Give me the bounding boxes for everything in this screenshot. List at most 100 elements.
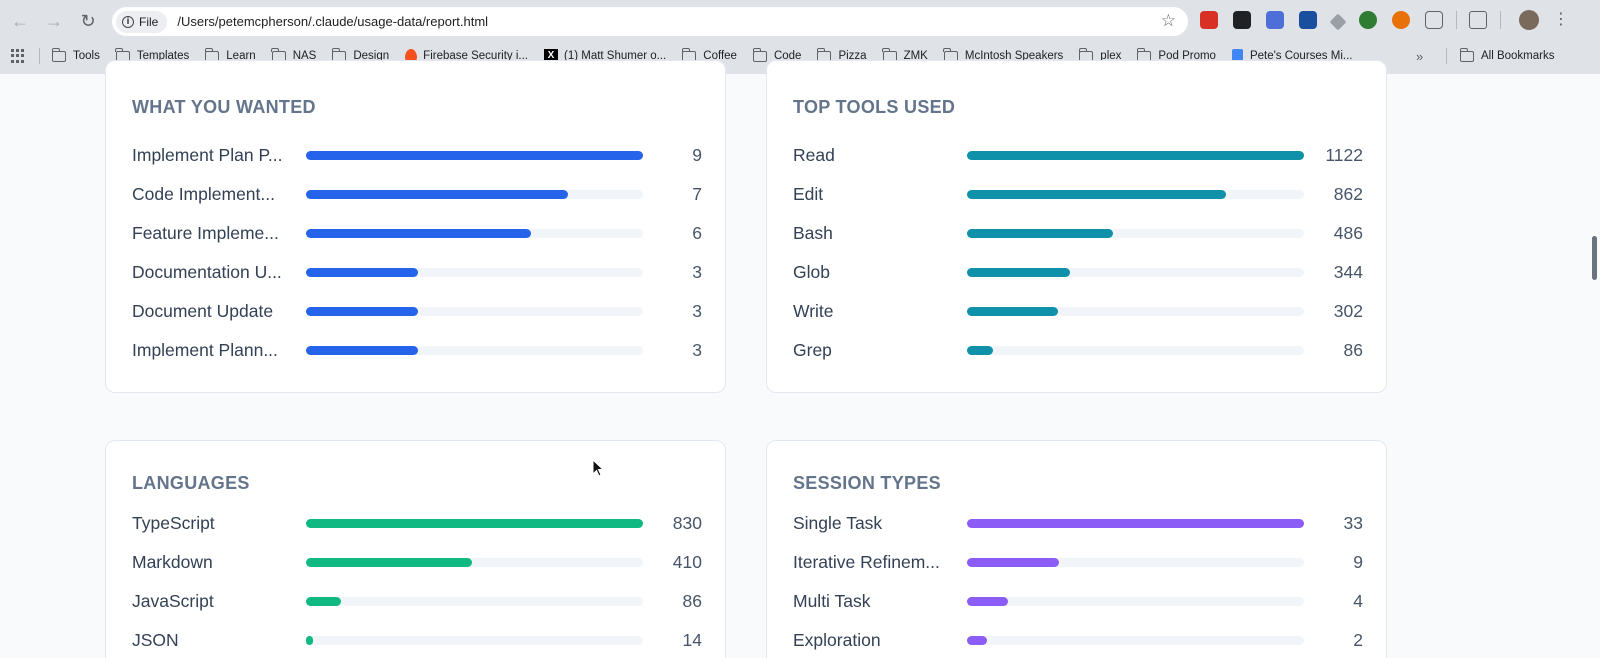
menu-kebab-icon[interactable]: ⋮ [1553,11,1569,28]
bar-value: 4 [1353,591,1363,611]
bar-list: TypeScript 830 Markdown 410 JavaScript 86 JSON… [132,513,702,658]
site-info-chip[interactable]: i File [116,10,168,33]
bar-row: JavaScript 86 [132,591,702,630]
bar-track [306,597,643,606]
bar-value: 302 [1333,301,1363,321]
bookmark-item[interactable]: Firebase Security i... [405,49,528,63]
x-logo-icon: X [544,49,558,63]
bar-value: 33 [1343,513,1363,533]
bookmark-label: Design [353,50,390,62]
bar-label: Bash [793,223,833,243]
folder-icon [752,47,767,62]
bar-row: JSON 14 [132,630,702,658]
bar-label: Edit [793,184,824,204]
grid-extension-icon[interactable] [1266,11,1284,29]
bookmark-label: (1) Matt Shumer o... [564,50,667,62]
apps-grid-icon[interactable] [11,49,25,63]
bar-list: Read 1122 Edit 862 Bash 486 Glob 344 Write 302 Gre… [793,145,1363,379]
bookmark-star-icon[interactable]: ☆ [1160,11,1176,30]
card-title: SESSION TYPES [793,473,941,493]
bar-label: Feature Impleme... [132,223,279,243]
bar-fill [967,597,1008,606]
bar-label: Glob [793,262,830,282]
bookmark-item[interactable]: Code [752,47,801,62]
bar-row: Multi Task 4 [793,591,1363,630]
puzzle-extensions-icon[interactable] [1425,11,1443,29]
url-text[interactable]: /Users/petemcpherson/.claude/usage-data/… [177,14,489,29]
bookmark-label: Coffee [703,50,737,62]
bar-track [967,519,1304,528]
bar-fill [967,636,988,645]
all-bookmarks-button[interactable]: All Bookmarks [1459,42,1555,70]
bookmarks-divider [39,48,40,64]
reload-icon[interactable]: ↻ [80,10,96,31]
bitwarden-extension-icon[interactable] [1299,11,1317,29]
profile-avatar[interactable] [1519,10,1539,30]
bar-row: Bash 486 [793,223,1363,262]
bar-value: 1122 [1325,145,1363,165]
more-bookmarks-chevron-icon[interactable]: » [1416,49,1424,64]
folder-icon [51,47,66,62]
folder-icon [1459,47,1474,62]
bar-fill [967,519,1304,528]
bar-row: TypeScript 830 [132,513,702,552]
bar-list: Single Task 33 Iterative Refinem... 9 Multi … [793,513,1363,658]
bar-track [967,268,1304,277]
bar-track [967,636,1304,645]
formula-extension-icon[interactable] [1233,11,1251,29]
bookmarks-divider [1446,48,1447,64]
bar-label: Code Implement... [132,184,275,204]
bar-row: Code Implement... 7 [132,184,702,223]
bar-list: Implement Plan P... 9 Code Implement... 7 Fe… [132,145,702,379]
bar-track [306,229,643,238]
bar-value: 486 [1333,223,1363,243]
bar-fill [306,558,473,567]
forward-arrow-icon[interactable]: → [45,10,63,31]
leaf-extension-icon[interactable] [1359,11,1377,29]
sparkle-extension-icon[interactable] [1392,11,1410,29]
bar-fill [306,346,419,355]
top-tools-card: TOP TOOLS USED Read 1122 Edit 862 Bash 486 Glo… [766,60,1387,393]
youtube-extension-icon[interactable] [1200,11,1218,29]
session-types-card: SESSION TYPES Single Task 33 Iterative Ref… [766,440,1387,658]
bookmark-label: ZMK [903,50,928,62]
bookmark-item[interactable]: Templates [115,47,190,62]
address-bar[interactable]: i File /Users/petemcpherson/.claude/usag… [112,7,1188,36]
bookmark-item[interactable]: Pod Promo [1137,47,1216,62]
bar-fill [306,307,419,316]
bar-label: JSON [132,630,179,650]
bar-row: Implement Plan P... 9 [132,145,702,184]
bar-value: 6 [692,223,702,243]
bar-fill [967,190,1226,199]
bar-track [306,151,643,160]
bookmark-item[interactable]: Tools [51,47,100,62]
bookmark-item[interactable]: plex [1078,47,1121,62]
back-arrow-icon[interactable]: ← [11,10,29,31]
bookmark-label: Templates [136,50,190,62]
bookmark-label: Pod Promo [1158,50,1216,62]
pen-extension-icon[interactable] [1329,13,1347,30]
bookmark-item[interactable]: X (1) Matt Shumer o... [544,49,666,63]
bar-fill [306,229,531,238]
bar-track [967,229,1304,238]
languages-card: LANGUAGES TypeScript 830 Markdown 410 JavaSc… [105,440,726,658]
bar-row: Read 1122 [793,145,1363,184]
toolbar-divider [1500,11,1501,29]
bar-fill [967,558,1059,567]
all-bookmarks-label: All Bookmarks [1481,50,1555,62]
bar-track [306,307,643,316]
bar-label: Write [793,301,834,321]
bookmark-label: Tools [73,50,100,62]
bar-row: Single Task 33 [793,513,1363,552]
bar-label: Implement Plann... [132,340,278,360]
bookmark-label: Learn [226,50,256,62]
bookmark-item[interactable]: Pete's Courses Mi... [1231,49,1352,63]
tab-search-icon[interactable] [1469,11,1487,29]
bar-label: Multi Task [793,591,871,611]
bar-track [306,346,643,355]
page-scrollbar-thumb[interactable] [1592,236,1597,280]
bar-track [967,151,1304,160]
card-title: LANGUAGES [132,473,250,493]
bar-row: Markdown 410 [132,552,702,591]
bar-label: Document Update [132,301,274,321]
